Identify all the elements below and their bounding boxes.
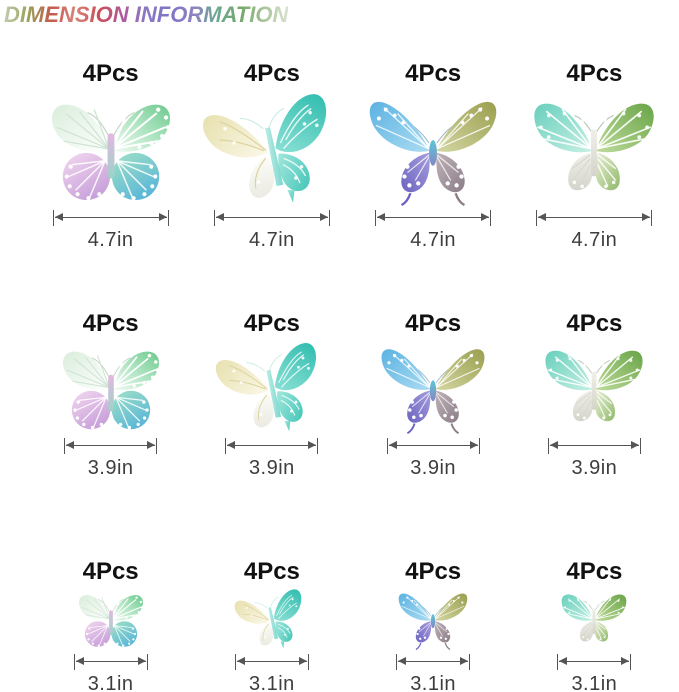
pcs-label: 4Pcs <box>243 558 300 585</box>
butterfly-image-classic <box>538 338 650 434</box>
dimension-arrow <box>536 210 653 226</box>
pcs-label: 4Pcs <box>566 558 623 585</box>
pcs-label: 4Pcs <box>566 310 623 337</box>
butterfly-image-classic <box>556 586 632 650</box>
pcs-label: 4Pcs <box>405 310 462 337</box>
size-label: 3.1in <box>87 673 134 692</box>
butterfly-cell: 4Pcs 3.1in <box>30 480 191 692</box>
size-label: 3.1in <box>571 673 618 692</box>
butterfly-cell: 4Pcs 4.7in <box>30 32 191 252</box>
butterfly-cell: 4Pcs 4.7in <box>514 32 675 252</box>
size-label: 3.9in <box>87 457 134 479</box>
dimension-arrow <box>213 210 330 226</box>
butterfly-image-swallowtail <box>377 338 489 434</box>
pcs-label: 4Pcs <box>405 60 462 87</box>
pcs-label: 4Pcs <box>82 558 139 585</box>
butterfly-image-lace <box>203 88 341 206</box>
butterfly-cell: 4Pcs 3.9in <box>514 252 675 480</box>
butterfly-image-lace <box>216 338 328 434</box>
size-label: 3.1in <box>248 673 295 692</box>
butterfly-cell: 4Pcs 3.1in <box>191 480 352 692</box>
butterfly-image-swallowtail <box>395 586 471 650</box>
pcs-label: 4Pcs <box>243 310 300 337</box>
grid-row-small: 4Pcs 3.1in 4Pcs 3.1in 4Pcs 3.1in 4Pcs <box>0 480 679 692</box>
butterfly-cell: 4Pcs 3.9in <box>191 252 352 480</box>
butterfly-image-fan-wing <box>73 586 149 650</box>
pcs-label: 4Pcs <box>566 60 623 87</box>
dimension-arrow <box>396 654 471 670</box>
dimension-arrow <box>234 654 309 670</box>
dimension-arrow <box>547 438 641 454</box>
size-label: 4.7in <box>410 229 457 251</box>
butterfly-cell: 4Pcs 4.7in <box>191 32 352 252</box>
dimension-arrow <box>52 210 169 226</box>
pcs-label: 4Pcs <box>82 310 139 337</box>
size-label: 4.7in <box>571 229 618 251</box>
size-label: 4.7in <box>87 229 134 251</box>
butterfly-cell: 4Pcs 4.7in <box>353 32 514 252</box>
pcs-label: 4Pcs <box>82 60 139 87</box>
dimension-arrow <box>375 210 492 226</box>
butterfly-image-swallowtail <box>364 88 502 206</box>
page-title: DIMENSION INFORMATION <box>4 2 289 27</box>
size-label: 3.9in <box>410 457 457 479</box>
size-label: 3.1in <box>410 673 457 692</box>
butterfly-cell: 4Pcs 3.1in <box>514 480 675 692</box>
butterfly-cell: 4Pcs 3.9in <box>353 252 514 480</box>
butterfly-image-classic <box>525 88 663 206</box>
dimension-arrow <box>557 654 632 670</box>
size-label: 3.9in <box>248 457 295 479</box>
butterfly-image-lace <box>234 586 310 650</box>
butterfly-image-fan-wing <box>55 338 167 434</box>
dimension-arrow <box>225 438 319 454</box>
butterfly-cell: 4Pcs 3.1in <box>353 480 514 692</box>
size-label: 4.7in <box>248 229 295 251</box>
butterfly-cell: 4Pcs 3.9in <box>30 252 191 480</box>
dimension-arrow <box>64 438 158 454</box>
grid-row-large: 4Pcs 4.7in 4Pcs 4.7in 4Pcs 4.7in 4Pcs <box>0 32 679 252</box>
grid-row-medium: 4Pcs 3.9in 4Pcs 3.9in 4Pcs 3.9in 4Pcs <box>0 252 679 480</box>
pcs-label: 4Pcs <box>243 60 300 87</box>
butterfly-grid: 4Pcs 4.7in 4Pcs 4.7in 4Pcs 4.7in 4Pcs <box>0 32 679 692</box>
dimension-arrow <box>386 438 480 454</box>
butterfly-image-fan-wing <box>42 88 180 206</box>
pcs-label: 4Pcs <box>405 558 462 585</box>
size-label: 3.9in <box>571 457 618 479</box>
dimension-arrow <box>73 654 148 670</box>
